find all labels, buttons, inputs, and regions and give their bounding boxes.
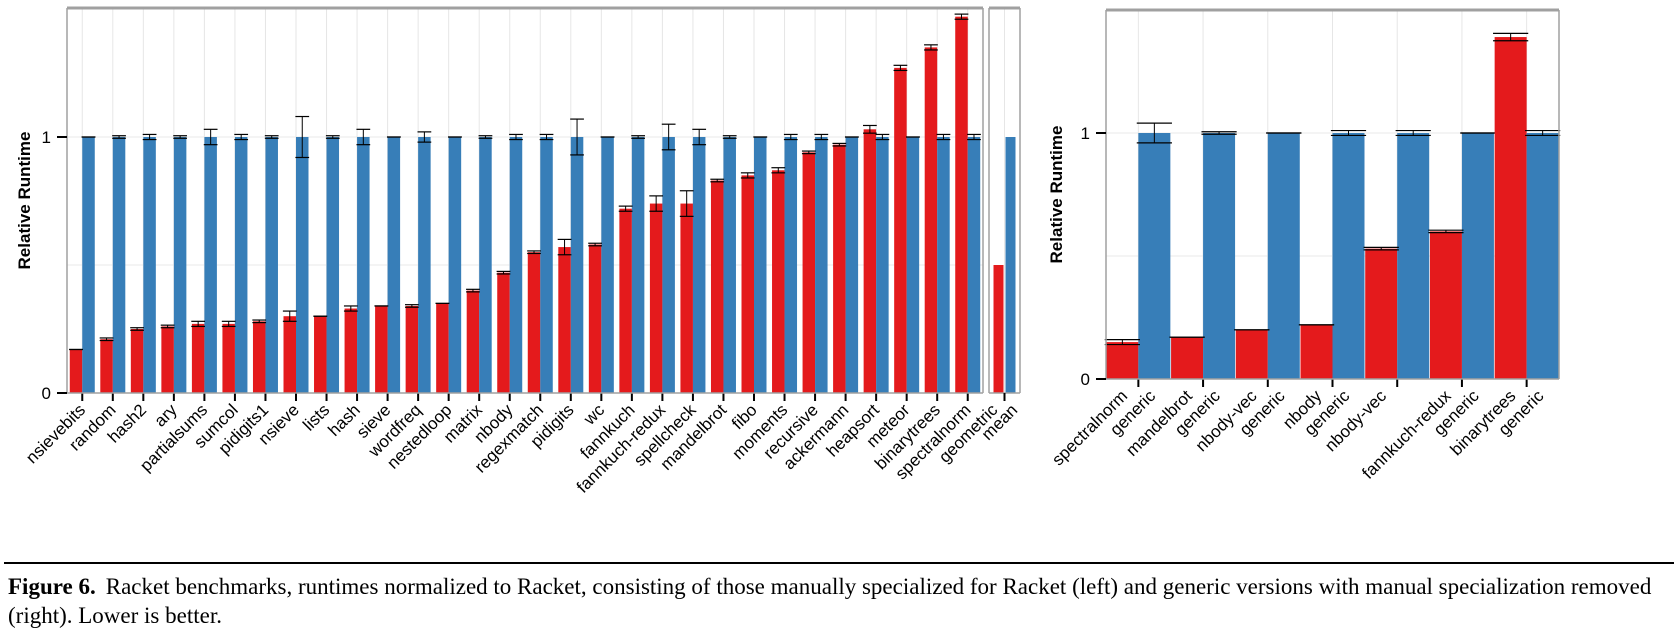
left-chart-bar-red: [619, 208, 632, 393]
right-chart-panel: spectralnormgenericmandelbrotgenericnbod…: [1047, 8, 1561, 483]
left-chart-bar-blue: [357, 137, 370, 393]
left-chart-bar-red: [344, 308, 358, 393]
left-chart-bar-red: [863, 129, 877, 393]
left-chart-bar-blue: [265, 137, 278, 393]
left-chart-bar-blue: [326, 137, 340, 393]
left-chart-bar-red: [466, 290, 480, 393]
right-chart-bar-blue: [1332, 133, 1365, 379]
left-chart-bar-red: [772, 170, 785, 393]
left-chart-bar-blue: [204, 137, 217, 393]
left-chart-bar-red: [894, 67, 907, 393]
right-chart-bar-blue: [1267, 133, 1300, 379]
left-chart-bar-blue: [723, 137, 736, 393]
right-chart-bar-blue: [1203, 133, 1236, 379]
left-chart-ytick-label: 0: [42, 384, 51, 403]
left-chart-bar-red: [649, 203, 663, 393]
left-chart-bar-blue: [296, 137, 309, 393]
left-chart-bar-red: [314, 316, 327, 393]
left-chart-bar-red: [191, 323, 205, 393]
left-chart-bar-blue: [662, 137, 675, 393]
left-chart-bar-blue: [815, 137, 828, 393]
caption-label: Figure 6.: [8, 574, 96, 599]
left-chart-bar-red: [741, 175, 754, 393]
geomean-bar-red: [993, 265, 1004, 393]
left-chart-bar-red: [955, 16, 968, 394]
left-chart-bar-blue: [479, 137, 492, 393]
left-chart-bar-blue: [173, 137, 187, 393]
left-chart-bar-red: [161, 326, 174, 393]
left-chart-bar-blue: [509, 137, 523, 393]
left-chart-bar-red: [375, 305, 388, 393]
right-chart-bar-blue: [1397, 133, 1430, 379]
left-chart-bar-red: [558, 247, 571, 393]
left-chart-bar-red: [130, 329, 144, 393]
left-chart-plot-background: [67, 8, 983, 393]
left-chart-bar-red: [283, 316, 296, 393]
left-chart-bar-red: [588, 244, 602, 393]
left-chart-bar-blue: [692, 137, 706, 393]
left-chart-bar-blue: [937, 137, 950, 393]
caption-rule: [4, 562, 1674, 564]
left-chart-bar-red: [802, 152, 816, 393]
right-chart-bar-red: [1494, 37, 1527, 380]
left-chart-bar-blue: [754, 137, 767, 393]
left-chart-bar-blue: [418, 137, 431, 393]
left-chart-bar-blue: [876, 137, 889, 393]
left-chart-ytick-label: 1: [42, 128, 51, 147]
left-chart-bar-red: [222, 323, 235, 393]
figure-caption: Figure 6. Racket benchmarks, runtimes nor…: [8, 572, 1668, 630]
right-chart-bar-red: [1365, 248, 1398, 379]
left-chart-bar-blue: [82, 137, 95, 393]
caption-text: Racket benchmarks, runtimes normalized t…: [8, 574, 1652, 628]
left-chart-bar-red: [710, 180, 724, 393]
left-chart-bar-blue: [631, 137, 645, 393]
left-chart-bar-red: [405, 305, 419, 393]
right-chart-bar-blue: [1461, 133, 1494, 379]
left-chart-bar-red: [833, 144, 846, 393]
left-chart-bar-red: [100, 339, 113, 393]
left-chart-bar-red: [680, 203, 693, 393]
left-chart-bar-blue: [845, 137, 859, 393]
left-chart-bar-blue: [387, 137, 401, 393]
left-chart-bar-blue: [784, 137, 798, 393]
right-chart-bar-red: [1235, 329, 1268, 379]
left-chart-bar-blue: [601, 137, 614, 393]
left-chart-y-axis-label: Relative Runtime: [15, 132, 34, 270]
left-chart-bar-red: [252, 321, 266, 393]
right-chart-ytick-label: 0: [1081, 370, 1090, 389]
geomean-bar-blue: [1005, 137, 1016, 393]
left-chart-bar-blue: [906, 137, 920, 393]
left-chart-bar-red: [69, 349, 83, 393]
right-chart-bar-red: [1106, 342, 1139, 379]
left-chart-bar-red: [527, 252, 541, 393]
left-chart-bar-red: [497, 272, 510, 393]
right-chart-y-axis-label: Relative Runtime: [1047, 126, 1066, 264]
left-chart-bar-blue: [143, 137, 156, 393]
left-chart-bar-blue: [540, 137, 553, 393]
right-chart-bar-red: [1300, 324, 1333, 379]
right-chart-bar-blue: [1138, 133, 1171, 379]
left-chart-bar-blue: [112, 137, 126, 393]
left-chart-bar-red: [436, 303, 449, 393]
left-chart-bar-blue: [448, 137, 462, 393]
left-chart-bar-red: [924, 47, 938, 394]
left-chart-bar-blue: [234, 137, 248, 393]
right-chart-ytick-label: 1: [1081, 124, 1090, 143]
right-chart-bar-blue: [1526, 133, 1559, 379]
right-chart-bar-red: [1171, 337, 1204, 379]
left-chart-bar-blue: [570, 137, 584, 393]
left-chart-bar-blue: [967, 137, 981, 393]
right-chart-bar-red: [1429, 231, 1462, 379]
